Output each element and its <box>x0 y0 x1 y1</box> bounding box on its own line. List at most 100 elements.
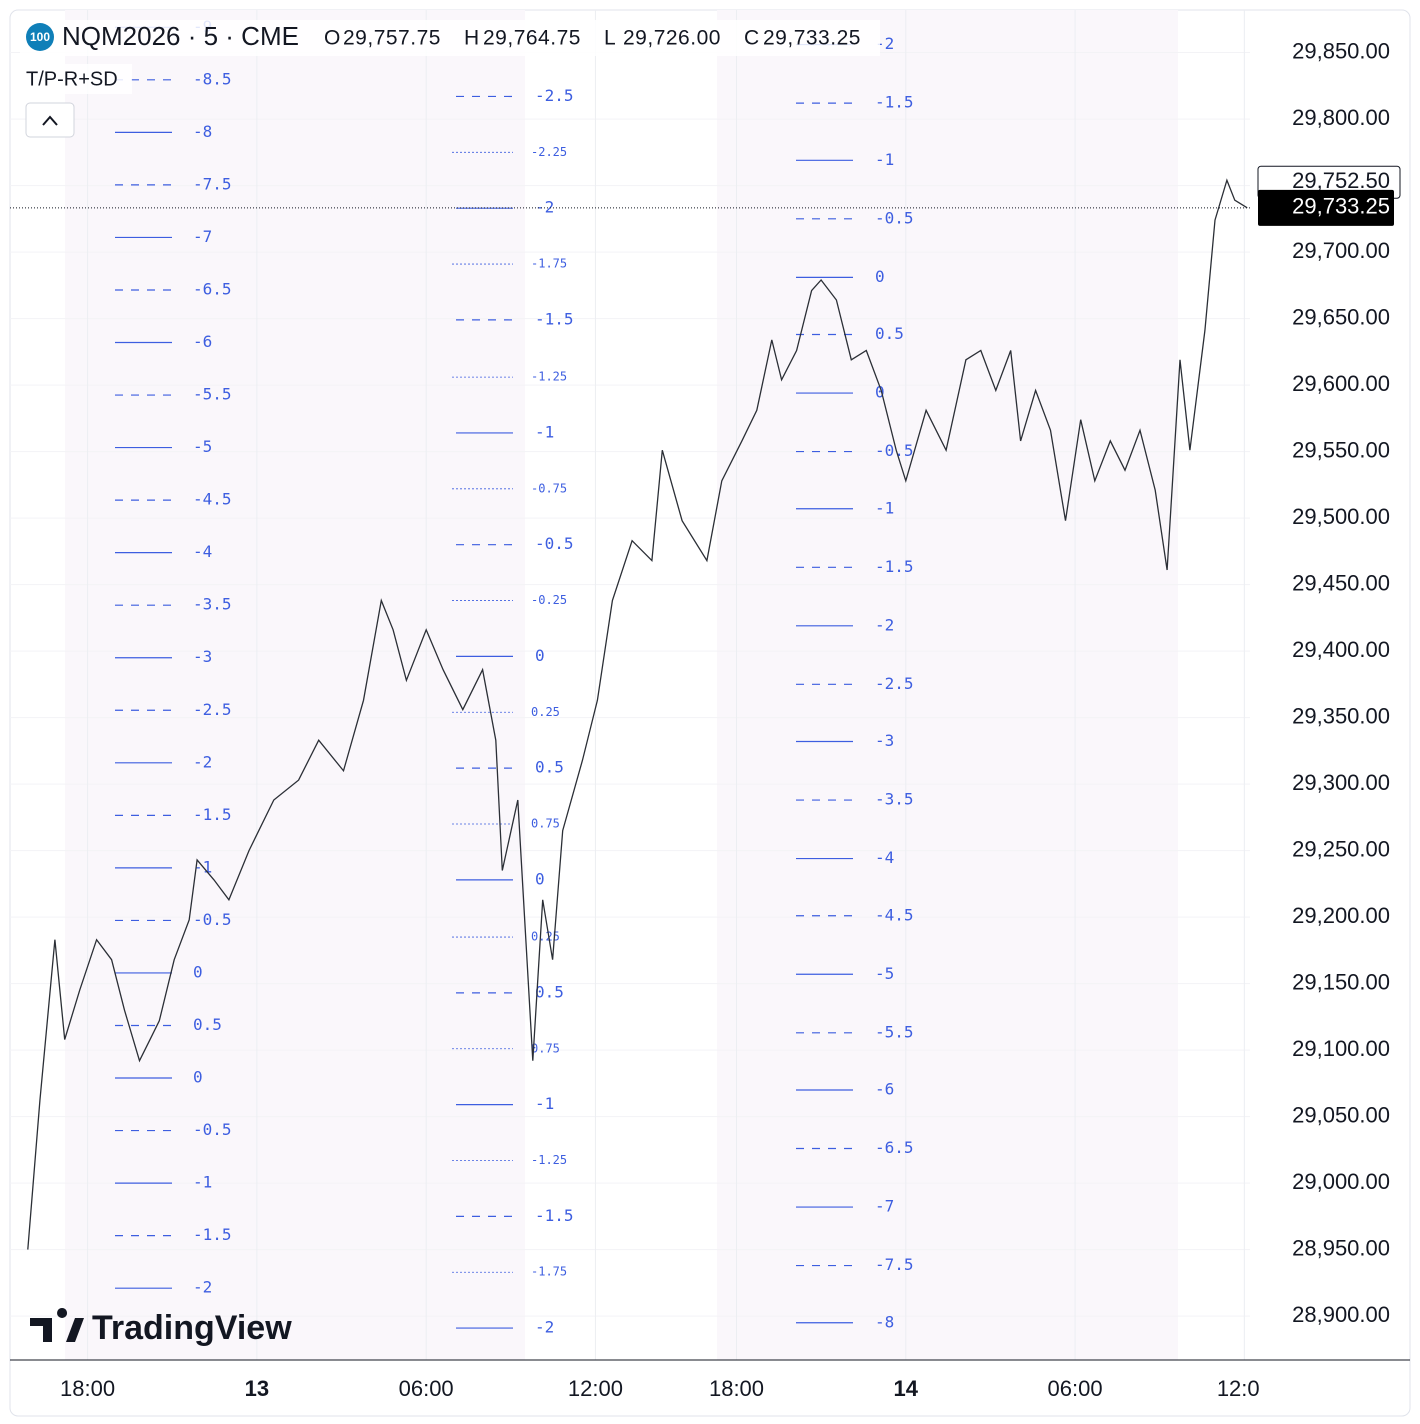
symbol-title[interactable]: NQM2026 · 5 · CME <box>62 21 299 51</box>
level-label: -0.5 <box>875 441 914 460</box>
ohlc-name: L <box>604 27 616 50</box>
y-tick-label: 29,600.00 <box>1292 371 1390 396</box>
level-label: -2.5 <box>193 700 232 719</box>
level-label: -6 <box>875 1080 894 1099</box>
level-label: -1.5 <box>193 1225 232 1244</box>
level-label: -1.5 <box>875 557 914 576</box>
session-shade <box>717 10 1178 1360</box>
level-label: -1 <box>875 150 894 169</box>
level-label: -2 <box>875 615 894 634</box>
level-label: -5.5 <box>193 385 232 404</box>
y-tick-label: 29,400.00 <box>1292 637 1390 662</box>
level-label: -3 <box>193 647 212 666</box>
level-label: -2.5 <box>535 86 574 105</box>
ohlc-value: 29,757.75 <box>343 27 441 50</box>
watermark: TradingView <box>92 1309 292 1347</box>
level-label: -2.5 <box>875 674 914 693</box>
level-label: 0.25 <box>531 930 560 944</box>
level-label: -1.75 <box>531 1265 567 1279</box>
level-label: 0 <box>535 646 545 665</box>
indicator-bg <box>20 64 132 94</box>
x-tick-label: 12:00 <box>568 1376 623 1401</box>
level-label: -1 <box>193 1173 212 1192</box>
level-label: -7.5 <box>193 174 232 193</box>
y-tick-label: 29,250.00 <box>1292 836 1390 861</box>
x-tick-label: 14 <box>894 1376 919 1401</box>
header-bg <box>20 20 880 56</box>
y-tick-label: 29,050.00 <box>1292 1102 1390 1127</box>
level-label: -0.25 <box>531 593 567 607</box>
y-tick-label: 29,200.00 <box>1292 903 1390 928</box>
level-label: -1 <box>535 1094 554 1113</box>
y-tick-label: 29,850.00 <box>1292 38 1390 63</box>
level-label: -8 <box>193 122 212 141</box>
level-label: -5.5 <box>875 1022 914 1041</box>
level-label: 0.5 <box>875 324 904 343</box>
ohlc-value: 29,733.25 <box>763 27 861 50</box>
level-label: 0 <box>193 962 203 981</box>
level-label: 0.5 <box>535 982 564 1001</box>
level-label: -1.5 <box>535 1206 574 1225</box>
x-tick-label: 06:00 <box>1048 1376 1103 1401</box>
level-label: -6.5 <box>193 279 232 298</box>
ohlc-value: 29,764.75 <box>483 27 581 50</box>
level-label: 0.75 <box>531 816 560 830</box>
symbol-badge-text: 100 <box>30 30 50 44</box>
price-marker <box>1258 189 1394 226</box>
y-tick-label: 29,300.00 <box>1292 770 1390 795</box>
level-label: -6 <box>193 332 212 351</box>
y-tick-label: 29,000.00 <box>1292 1169 1390 1194</box>
y-tick-label: 29,550.00 <box>1292 437 1390 462</box>
y-tick-label: 29,800.00 <box>1292 105 1390 130</box>
level-label: -1.5 <box>875 93 914 112</box>
price-marker-label: 29,733.25 <box>1292 194 1390 219</box>
level-label: 0 <box>875 383 885 402</box>
y-tick-label: 28,950.00 <box>1292 1235 1390 1260</box>
level-label: -4.5 <box>193 490 232 509</box>
y-tick-label: 29,450.00 <box>1292 570 1390 595</box>
level-label: -7 <box>875 1197 894 1216</box>
y-tick-label: 29,350.00 <box>1292 703 1390 728</box>
level-label: -6.5 <box>875 1138 914 1157</box>
level-label: -4 <box>875 848 894 867</box>
level-label: -7.5 <box>875 1255 914 1274</box>
x-tick-label: 18:00 <box>60 1376 115 1401</box>
level-label: -0.75 <box>531 481 567 495</box>
indicator-name[interactable]: T/P-R+SD <box>26 68 118 90</box>
level-label: 0.5 <box>193 1015 222 1034</box>
symbol-badge <box>26 23 54 51</box>
collapse-icon <box>42 115 58 126</box>
level-label: -1.5 <box>193 805 232 824</box>
level-label: 0 <box>875 267 885 286</box>
x-tick-label: 12:00 <box>1217 1376 1272 1401</box>
y-tick-label: 29,700.00 <box>1292 238 1390 263</box>
level-label: -3.5 <box>193 595 232 614</box>
level-label: -0.5 <box>535 534 574 553</box>
level-label: -1 <box>875 498 894 517</box>
level-label: -2.25 <box>531 145 567 159</box>
level-label: -7 <box>193 227 212 246</box>
level-label: -2 <box>193 1278 212 1297</box>
level-label: 0 <box>193 1068 203 1087</box>
collapse-button[interactable] <box>25 102 75 138</box>
price-line <box>27 178 1248 1250</box>
level-label: -8.5 <box>193 69 232 88</box>
y-tick-label: 29,100.00 <box>1292 1036 1390 1061</box>
ohlc-name: H <box>464 27 479 50</box>
level-label: -3 <box>875 731 894 750</box>
level-label: -0.5 <box>193 1120 232 1139</box>
ohlc-value: 29,726.00 <box>623 27 721 50</box>
level-label: -2 <box>535 1318 554 1337</box>
session-shade <box>65 10 525 1360</box>
level-label: -5 <box>875 964 894 983</box>
time-axis: 18:00 13 06:00 12:00 18:00 14 06:00 12:00 <box>60 1376 1272 1401</box>
level-label: -5 <box>193 437 212 456</box>
level-label: 0.25 <box>531 705 560 719</box>
level-label: -1 <box>535 422 554 441</box>
level-label: -0.5 <box>875 208 914 227</box>
ohlc-name: C <box>744 27 759 50</box>
level-label: 0.75 <box>531 1041 560 1055</box>
price-marker-label: 29,752.50 <box>1292 168 1390 193</box>
